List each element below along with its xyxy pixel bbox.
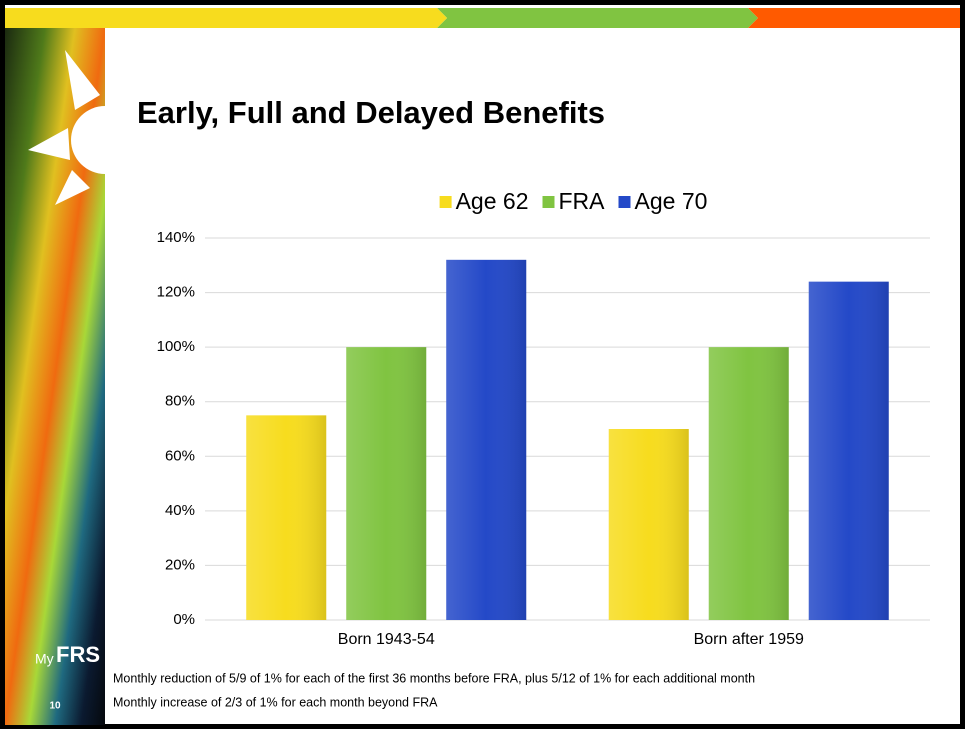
top-bar [437,8,758,28]
y-tick-label: 60% [165,447,195,464]
legend-label: Age 70 [635,188,708,214]
y-tick-label: 100% [157,338,195,355]
y-tick-label: 40% [165,502,195,519]
x-tick-label: Born after 1959 [694,631,804,648]
sun-ray [28,128,70,160]
bar-shade [346,347,427,620]
sun-ray [55,170,90,205]
y-tick-label: 80% [165,393,195,410]
x-tick-label: Born 1943-54 [338,631,435,648]
legend-swatch [439,196,452,208]
bar-shade [246,415,327,620]
bar-shade [708,347,789,620]
logo-name: FRS [56,642,100,667]
bar-shade [808,281,889,620]
logo-prefix: My [35,651,54,667]
bar-shade [446,259,527,620]
page-number: 10 [49,701,61,712]
legend-swatch [618,196,631,208]
footnote: Monthly reduction of 5/9 of 1% for each … [113,671,755,685]
legend-label: Age 62 [456,188,529,214]
chart-title: Early, Full and Delayed Benefits [137,95,605,130]
top-bar [748,8,960,28]
footnote: Monthly increase of 2/3 of 1% for each m… [113,695,438,709]
top-bar [5,8,437,28]
y-tick-label: 20% [165,556,195,573]
legend: Age 62 FRA Age 70 [439,188,708,214]
bar-shade [608,429,689,620]
y-tick-label: 140% [157,229,195,246]
sun-ray [65,50,100,110]
y-tick-label: 120% [157,284,195,301]
top-bar [437,8,447,28]
legend-label: FRA [559,188,606,214]
sun [71,106,139,174]
y-tick-label: 0% [173,611,195,628]
legend-swatch [542,196,555,208]
